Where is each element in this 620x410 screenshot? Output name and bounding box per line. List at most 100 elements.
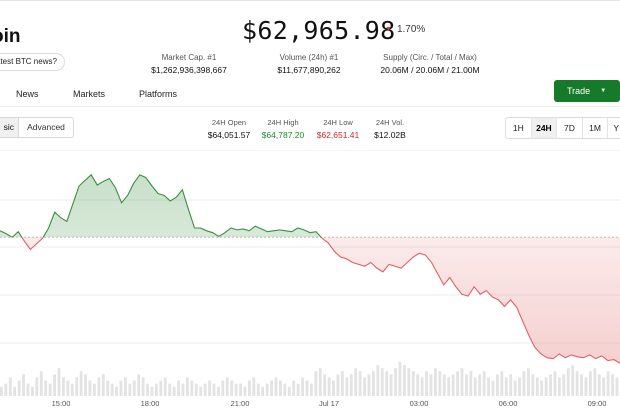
volume-bar [398, 362, 402, 396]
volume-bar [549, 374, 552, 396]
volume-bar [17, 380, 21, 396]
volume-bar [394, 368, 397, 396]
volume-bar [296, 383, 300, 396]
volume-bar [57, 368, 61, 396]
tab-platforms[interactable]: Platforms [139, 89, 178, 99]
volume-bar [482, 371, 486, 396]
range-1h-button[interactable]: 1H [506, 118, 532, 138]
volume-bar [513, 380, 517, 396]
volume-bar [496, 374, 499, 396]
coin-title: oin [0, 26, 21, 47]
volume-bar [53, 374, 56, 396]
price-area [0, 174, 620, 364]
range-1m-button[interactable]: 1M [583, 118, 609, 138]
tab-markets[interactable]: Markets [73, 89, 106, 99]
volume-bar [349, 374, 353, 396]
volume-bar [279, 380, 282, 396]
volume-bar [146, 383, 149, 396]
volume-bar [504, 377, 508, 396]
volume-bar [336, 374, 340, 396]
x-tick-label: Jul 17 [319, 399, 339, 408]
volume-bar [203, 383, 207, 396]
volume-bar [26, 383, 30, 396]
trade-button[interactable]: Trade ▼ [554, 80, 620, 102]
volume-bar [589, 371, 592, 396]
volume-bar [606, 371, 610, 396]
volume-bar [469, 371, 473, 396]
volume-bar [168, 383, 172, 396]
market-cap-stat: Market Cap. #1 $1,262,936,398,667 [143, 52, 235, 77]
caret-down-icon: ▼ [600, 88, 607, 94]
volume-bar [332, 380, 335, 396]
volume-bar [287, 386, 291, 396]
volume-bar [199, 386, 203, 396]
volume-bar [234, 383, 238, 396]
low-stat: 24H Low $62,651.41 [313, 117, 363, 142]
volume-bar [487, 377, 490, 396]
volume-bar [416, 374, 420, 396]
volume-bar [119, 380, 123, 396]
volume-bar [535, 377, 539, 396]
volume-bar [305, 380, 309, 396]
range-24h-button[interactable]: 24H [531, 118, 558, 138]
volume-bar [186, 377, 189, 396]
volume-bar [527, 368, 530, 396]
volume-stat: Volume (24h) #1 $11,677,890,262 [263, 52, 355, 77]
volume-bar [137, 374, 141, 396]
volume-bar [155, 383, 158, 396]
price-change: ▼ 1.70% [385, 24, 425, 35]
stat-value: $64,051.57 [207, 130, 251, 140]
chart-mode-toggle: sic Advanced [0, 117, 74, 138]
volume-bar [310, 383, 313, 396]
volume-bar [478, 374, 482, 396]
volume-bar [491, 380, 495, 396]
volume-bar [270, 380, 273, 396]
volume-bar [407, 368, 411, 396]
volume-bar [177, 380, 180, 396]
volume-bar [553, 371, 557, 396]
volume-bar [212, 383, 216, 396]
volume-bar [358, 371, 362, 396]
basic-mode-button[interactable]: sic [0, 118, 19, 137]
stat-value: $1,262,936,398,667 [151, 65, 227, 75]
volume-bar [194, 383, 198, 396]
volume-bar [239, 383, 242, 396]
volume-bars [0, 362, 619, 396]
volume-bar [558, 377, 561, 396]
stat-value: $12.02B [374, 130, 406, 140]
volume-bar [403, 365, 406, 396]
volume-bar [509, 374, 513, 396]
volume-bar [70, 383, 74, 396]
tab-news[interactable]: News [16, 89, 39, 99]
volume-bar [106, 380, 110, 396]
price-chart[interactable]: 15:00 18:00 21:00 Jul 17 03:00 06:00 09:00 [0, 150, 620, 410]
volume-bar [341, 371, 344, 396]
volume-bar [438, 371, 442, 396]
volume-bar [97, 377, 101, 396]
volume-bar [447, 377, 451, 396]
volume-bar [354, 368, 358, 396]
volume-bar [420, 377, 424, 396]
price-line [0, 173, 620, 364]
volume-bar [110, 383, 114, 396]
supply-stat: Supply (Circ. / Total / Max) 20.06M / 20… [374, 52, 486, 77]
volume-bar [460, 368, 464, 396]
volume-bar [230, 380, 234, 396]
volume-bar [79, 371, 83, 396]
volume-bar [93, 383, 96, 396]
stat-label: 24H Open [211, 118, 247, 127]
volume-bar [8, 377, 12, 396]
volume-bar [88, 380, 92, 396]
news-prompt-pill[interactable]: atest BTC news? [0, 53, 65, 71]
caret-down-icon: ▼ [385, 26, 392, 33]
volume-bar [150, 386, 154, 396]
price-line-above [0, 173, 322, 238]
advanced-mode-button[interactable]: Advanced [27, 122, 65, 132]
price-line-below [10, 237, 620, 364]
range-7d-button[interactable]: 7D [557, 118, 583, 138]
volume-bar [39, 371, 43, 396]
stat-label: Volume (24h) #1 [279, 53, 339, 62]
volume-bar [411, 371, 415, 396]
stat-value: 20.06M / 20.06M / 21.00M [380, 65, 480, 75]
range-1y-button[interactable]: Y [613, 123, 620, 133]
